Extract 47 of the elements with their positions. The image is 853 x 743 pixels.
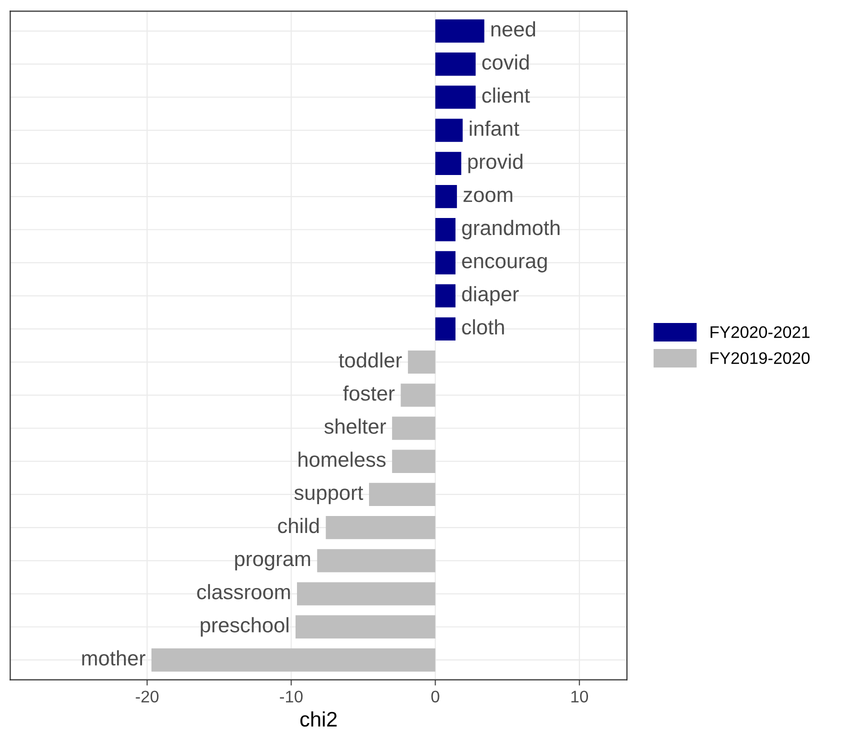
legend-label: FY2020-2021 bbox=[710, 326, 810, 338]
y-tick-label: classroom bbox=[197, 584, 290, 600]
y-tick-label: toddler bbox=[338, 352, 402, 368]
x-tick-label: 10 bbox=[571, 690, 588, 703]
bar bbox=[435, 52, 476, 76]
bar bbox=[296, 615, 436, 638]
x-axis-title: chi2 bbox=[300, 711, 337, 727]
bar bbox=[151, 648, 436, 672]
y-tick-label: need bbox=[491, 21, 536, 37]
y-tick-label: provid bbox=[468, 154, 522, 174]
bar bbox=[392, 416, 436, 440]
bar bbox=[435, 152, 462, 176]
x-tick-label: -20 bbox=[136, 690, 159, 703]
legend-label: FY2019-2020 bbox=[710, 352, 810, 364]
bar bbox=[369, 482, 436, 506]
y-tick-label: cloth bbox=[462, 319, 504, 335]
y-tick-label: encourag bbox=[462, 256, 547, 272]
y-tick-label: shelter bbox=[324, 418, 386, 434]
y-tick-label: preschool bbox=[200, 617, 288, 637]
y-tick-label: homeless bbox=[298, 452, 386, 467]
y-tick-label: diaper bbox=[462, 286, 519, 306]
y-tick-label: zoom bbox=[464, 190, 512, 202]
bar bbox=[326, 516, 436, 540]
bar bbox=[435, 86, 476, 109]
bar bbox=[435, 19, 484, 43]
y-tick-label: covid bbox=[482, 54, 529, 70]
bar bbox=[435, 218, 456, 242]
y-tick-label: mother bbox=[82, 650, 146, 666]
y-tick-label: support bbox=[294, 486, 364, 504]
bar bbox=[317, 549, 436, 572]
bar bbox=[408, 350, 436, 374]
y-tick-label: grandmoth bbox=[462, 220, 560, 240]
bar bbox=[435, 184, 457, 208]
x-tick-label: 0 bbox=[431, 690, 440, 703]
bar bbox=[400, 384, 436, 407]
bar bbox=[296, 582, 436, 606]
y-tick-label: client bbox=[482, 88, 530, 103]
y-tick-label: child bbox=[278, 518, 319, 534]
bar bbox=[392, 450, 436, 473]
y-tick-label: program bbox=[235, 554, 310, 570]
bar bbox=[435, 317, 456, 341]
y-tick-label: foster bbox=[343, 385, 395, 401]
y-tick-label: infant bbox=[470, 120, 520, 136]
bar bbox=[435, 118, 463, 142]
bar bbox=[435, 251, 456, 274]
x-tick-label: -10 bbox=[280, 690, 303, 703]
bar bbox=[435, 284, 456, 308]
